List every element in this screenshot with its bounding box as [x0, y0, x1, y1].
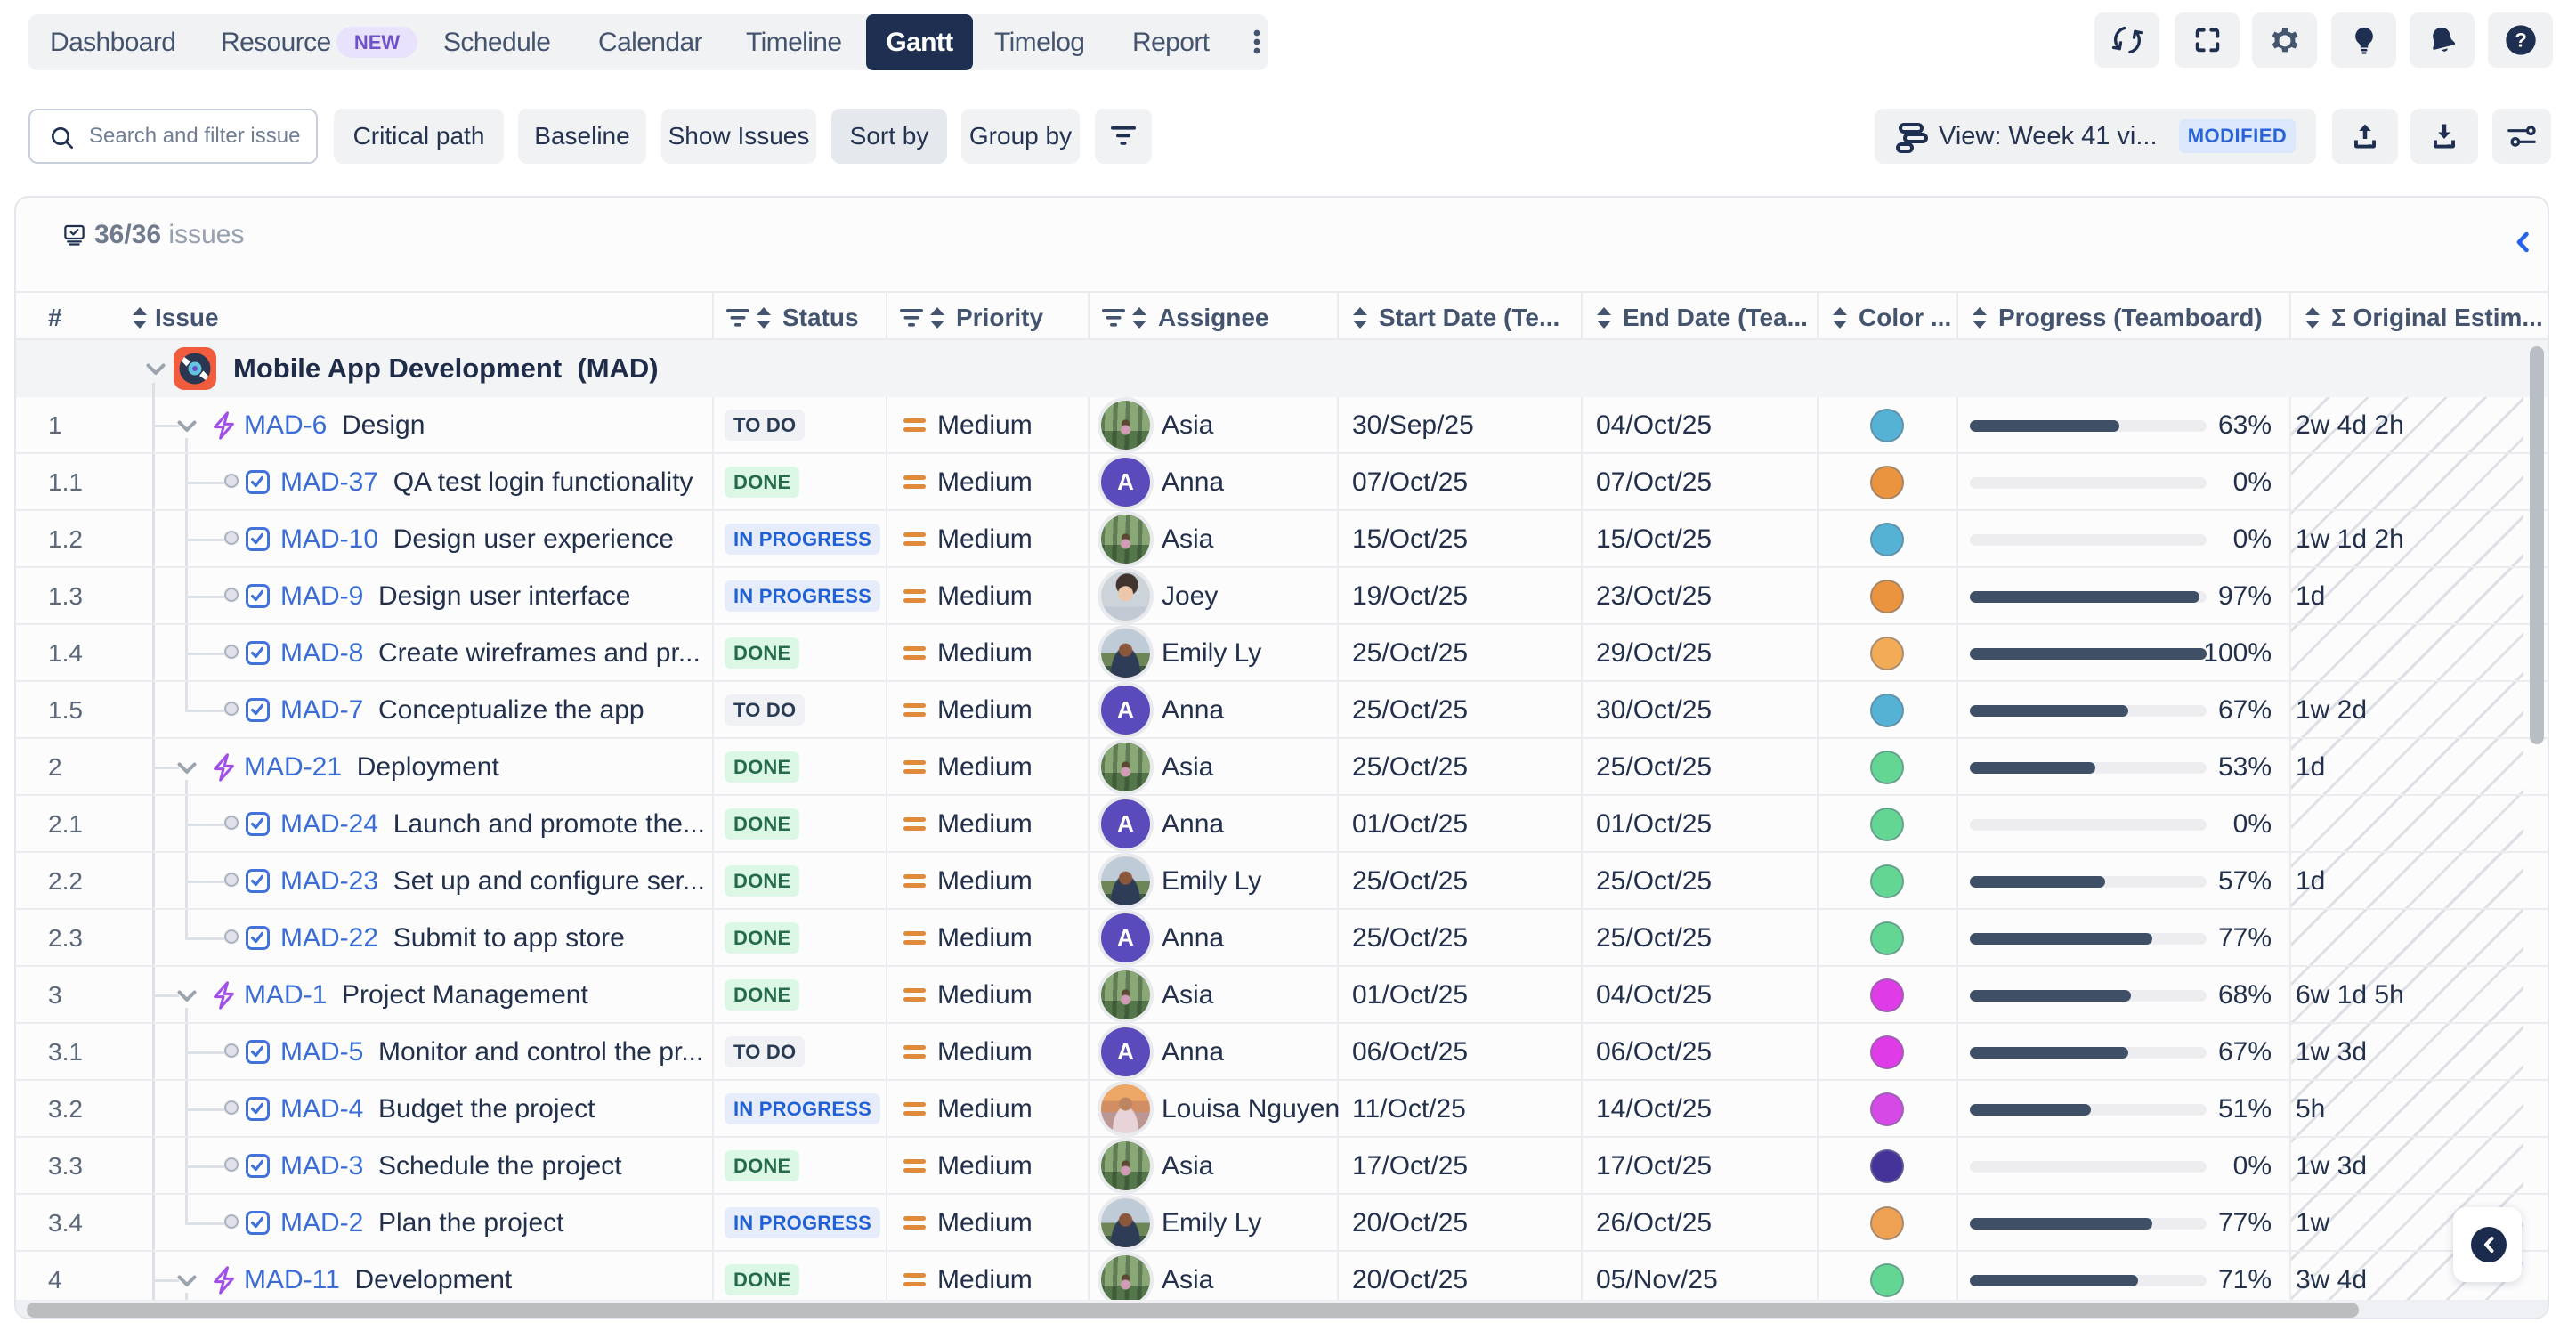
- svg-text:?: ?: [2515, 29, 2527, 52]
